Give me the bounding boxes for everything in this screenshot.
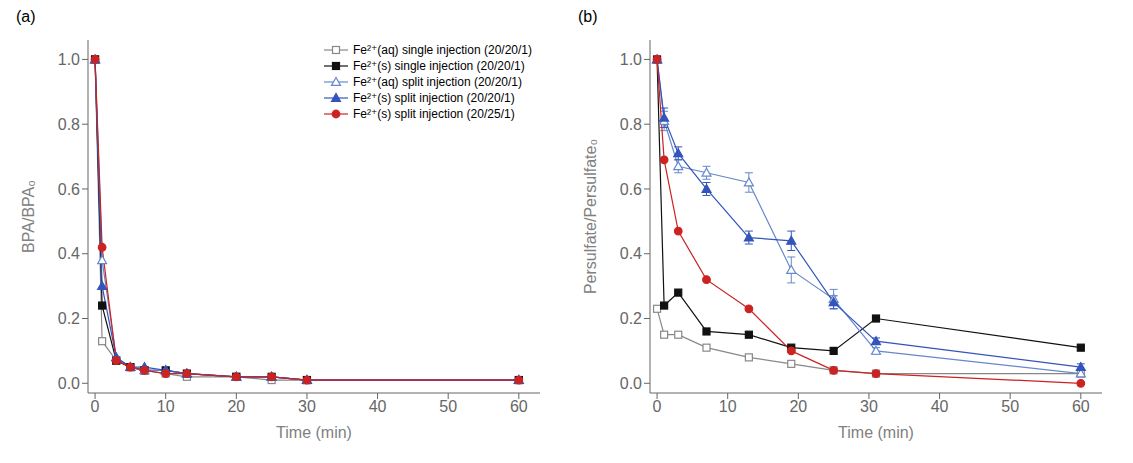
- html-text:Fe²⁺(s) split injection (20/25: Fe²⁺(s) split injection (20/25/1): [352, 107, 515, 121]
- svg-text:0.2: 0.2: [58, 310, 80, 327]
- svg-text:0.6: 0.6: [620, 181, 642, 198]
- svg-text:20: 20: [789, 398, 807, 415]
- html-text:Fe²⁺(s) single injection (20/2: Fe²⁺(s) single injection (20/20/1): [352, 59, 525, 73]
- html-text:Fe²⁺(s) split injection (20/20: Fe²⁺(s) split injection (20/20/1): [352, 91, 515, 105]
- html-text:Fe²⁺(aq) single injection (20/: Fe²⁺(aq) single injection (20/20/1): [352, 43, 532, 57]
- svg-text:0.4: 0.4: [620, 245, 642, 262]
- svg-text:0.8: 0.8: [58, 116, 80, 133]
- html-text:(a): (a): [16, 8, 36, 25]
- svg-text:60: 60: [510, 398, 528, 415]
- svg-text:0: 0: [653, 398, 662, 415]
- html-text:Fe²⁺(aq) split injection (20/2: Fe²⁺(aq) split injection (20/20/1): [352, 75, 522, 89]
- svg-text:40: 40: [931, 398, 949, 415]
- svg-text:40: 40: [369, 398, 387, 415]
- svg-text:0.2: 0.2: [620, 310, 642, 327]
- svg-text:10: 10: [157, 398, 175, 415]
- svg-text:20: 20: [227, 398, 245, 415]
- svg-text:0.6: 0.6: [58, 181, 80, 198]
- svg-text:0.4: 0.4: [58, 245, 80, 262]
- svg-text:30: 30: [298, 398, 316, 415]
- svg-text:10: 10: [719, 398, 737, 415]
- svg-text:Time (min): Time (min): [276, 424, 352, 441]
- svg-text:BPA/BPA₀: BPA/BPA₀: [20, 180, 37, 253]
- svg-text:30: 30: [860, 398, 878, 415]
- svg-text:50: 50: [439, 398, 457, 415]
- svg-text:0: 0: [91, 398, 100, 415]
- svg-text:0.0: 0.0: [620, 375, 642, 392]
- svg-text:1.0: 1.0: [620, 51, 642, 68]
- svg-text:60: 60: [1072, 398, 1090, 415]
- html-text:(b): (b): [578, 8, 598, 25]
- svg-text:0.0: 0.0: [58, 375, 80, 392]
- svg-text:Time (min): Time (min): [838, 424, 914, 441]
- svg-text:1.0: 1.0: [58, 51, 80, 68]
- svg-text:50: 50: [1001, 398, 1019, 415]
- svg-text:Persulfate/Persulfate₀: Persulfate/Persulfate₀: [582, 139, 599, 294]
- svg-text:0.8: 0.8: [620, 116, 642, 133]
